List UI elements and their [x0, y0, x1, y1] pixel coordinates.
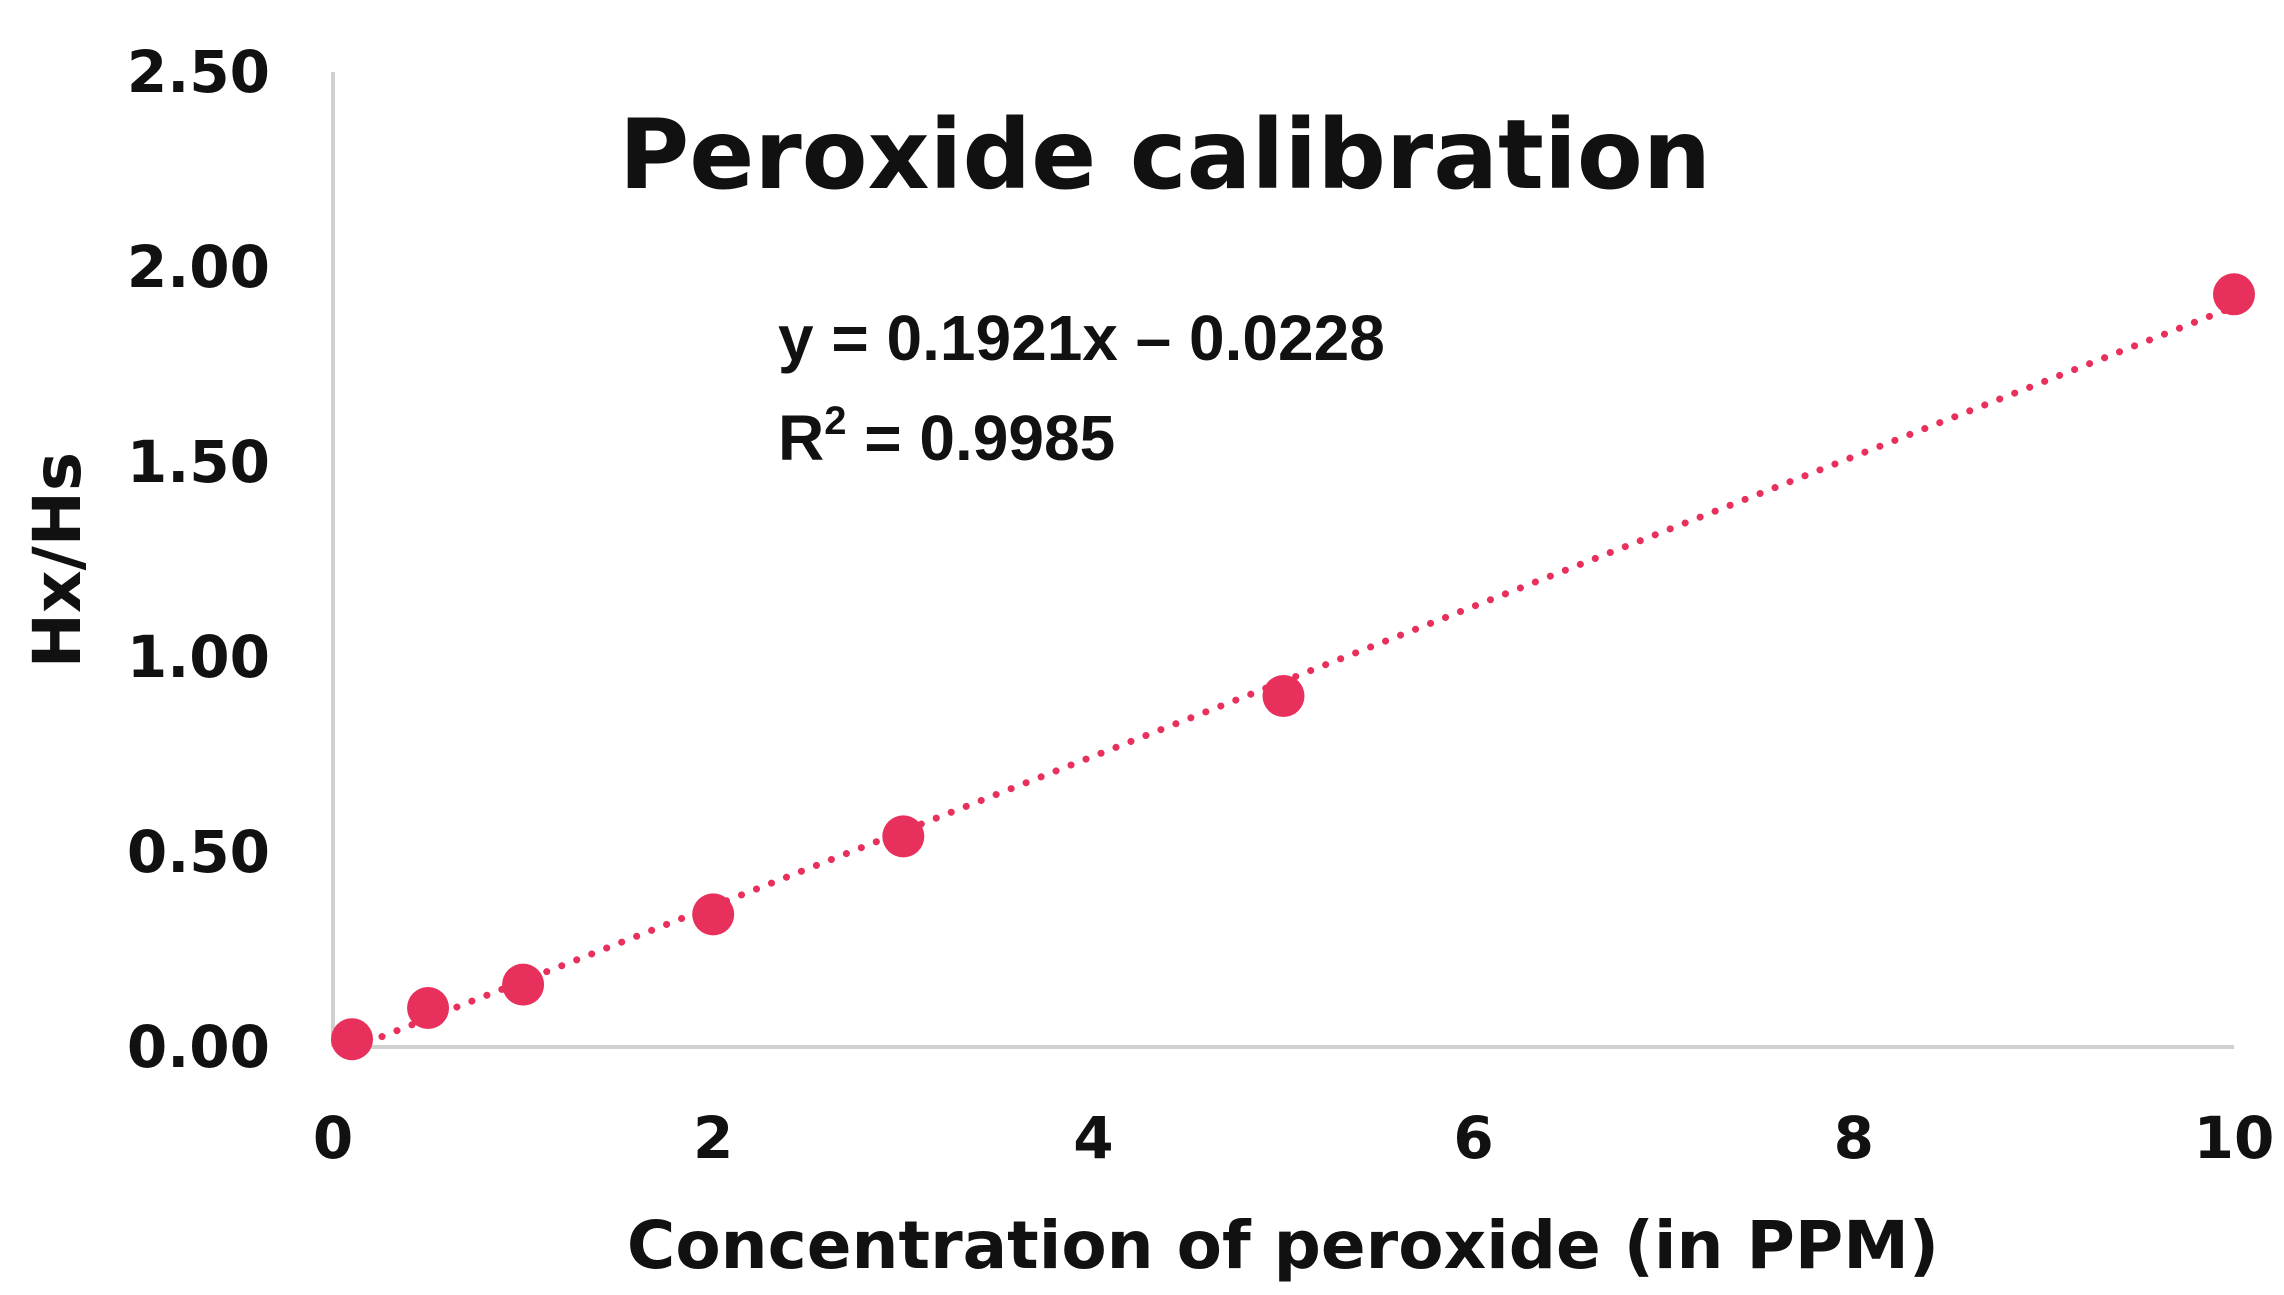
data-point	[407, 987, 450, 1029]
data-point	[331, 1018, 374, 1061]
y-tick-label: 0.00	[127, 1013, 270, 1081]
r-squared-value: = 0.9985	[846, 402, 1115, 474]
x-tick-label: 2	[693, 1104, 733, 1172]
x-tick-label: 6	[1453, 1104, 1493, 1172]
y-tick-label: 0.50	[127, 818, 270, 886]
y-tick-label: 1.50	[127, 428, 270, 496]
y-tick-label: 2.00	[127, 233, 270, 301]
r-squared-exponent: 2	[824, 399, 846, 443]
x-axis-title: Concentration of peroxide (in PPM)	[627, 1207, 1939, 1284]
data-point	[1262, 675, 1305, 717]
data-points	[331, 273, 2255, 1061]
r-squared-annotation: R2 = 0.9985	[778, 399, 1115, 474]
r-squared-prefix: R	[778, 402, 824, 474]
x-tick-labels: 0 2 4 6 8 10	[313, 1104, 2275, 1172]
chart-title: Peroxide calibration	[619, 99, 1711, 211]
x-tick-label: 10	[2194, 1104, 2275, 1172]
x-tick-label: 4	[1073, 1104, 1113, 1172]
data-point	[2213, 273, 2255, 316]
y-axis-title: Hx/Hs	[19, 452, 96, 668]
y-tick-labels: 0.00 0.50 1.00 1.50 2.00 2.50	[127, 38, 270, 1081]
data-point	[502, 963, 545, 1006]
y-tick-label: 2.50	[127, 38, 270, 106]
x-tick-label: 8	[1834, 1104, 1874, 1172]
data-point	[882, 815, 925, 858]
data-point	[692, 893, 735, 936]
x-tick-label: 0	[313, 1104, 353, 1172]
y-tick-label: 1.00	[127, 623, 270, 691]
trendline-equation: y = 0.1921x – 0.0228	[778, 302, 1385, 374]
